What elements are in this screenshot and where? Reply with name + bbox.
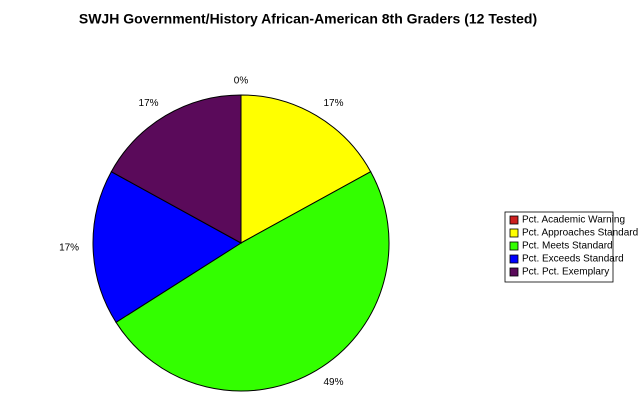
pie-slice xyxy=(115,171,390,392)
slice-label: 17% xyxy=(59,243,79,254)
slice-label: 0% xyxy=(234,76,249,87)
pie-slice xyxy=(92,171,242,323)
pie-slice xyxy=(240,94,372,244)
legend-label: Pct. Meets Standard xyxy=(522,241,613,252)
slice-label: 17% xyxy=(139,98,159,109)
legend-swatch xyxy=(509,228,519,238)
slice-label: 17% xyxy=(323,98,343,109)
legend-swatch xyxy=(509,267,519,277)
legend-swatch xyxy=(509,254,519,264)
legend-swatch xyxy=(509,215,519,225)
slice-label: 49% xyxy=(323,377,343,388)
pie-slice xyxy=(110,94,242,244)
legend-label: Pct. Pct. Exemplary xyxy=(522,267,609,278)
legend-box xyxy=(504,211,614,283)
legend-swatch xyxy=(509,241,519,251)
legend-label: Pct. Exceeds Standard xyxy=(522,254,624,265)
legend-label: Pct. Academic Warning xyxy=(522,215,625,226)
legend-label: Pct. Approaches Standard xyxy=(522,228,638,239)
chart-title: SWJH Government/History African-American… xyxy=(79,11,537,27)
